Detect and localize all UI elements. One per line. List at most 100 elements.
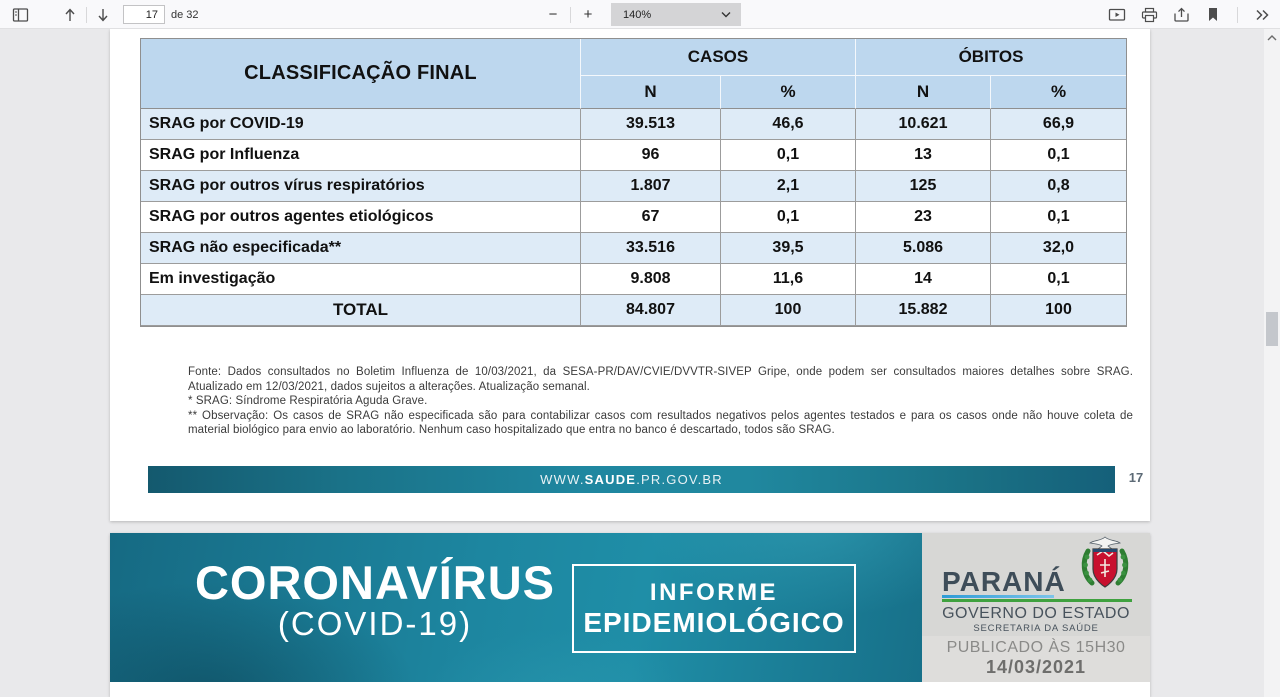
table-cell: 0,1 — [991, 202, 1126, 233]
toolbar-divider — [570, 6, 571, 23]
save-icon — [1173, 7, 1189, 22]
table-cell: 67 — [581, 202, 721, 233]
scrollbar-up-button[interactable] — [1264, 31, 1280, 45]
pdf-page-18: CORONAVÍRUS (COVID-19) INFORME EPIDEMIOL… — [110, 533, 1150, 697]
table-cell: 10.621 — [856, 109, 991, 140]
table-header-casos-pct: % — [721, 76, 856, 109]
parana-green-underline — [942, 599, 1132, 602]
caret-up-icon — [1267, 35, 1277, 41]
arrow-down-icon — [98, 8, 108, 21]
arrow-up-icon — [65, 8, 75, 21]
pdf-content-area: CLASSIFICAÇÃO FINAL CASOS ÓBITOS N % N %… — [0, 29, 1264, 697]
table-header-casos: CASOS — [581, 39, 856, 76]
table-cell: 125 — [856, 171, 991, 202]
footnote-srag: * SRAG: Síndrome Respiratória Aguda Grav… — [188, 395, 428, 407]
zoom-level-select[interactable]: 140% — [611, 3, 741, 26]
table-row-label: SRAG por outros vírus respiratórios — [141, 171, 581, 202]
zoom-out-button[interactable]: − — [548, 6, 558, 23]
table-cell: 46,6 — [721, 109, 856, 140]
website-url-bold: SAUDE — [584, 472, 637, 487]
table-cell: 14 — [856, 264, 991, 295]
page-count-label: de 32 — [171, 8, 199, 21]
table-total-cell: 15.882 — [856, 295, 991, 326]
table-row-label: SRAG por Influenza — [141, 140, 581, 171]
coronavirus-banner: CORONAVÍRUS (COVID-19) INFORME EPIDEMIOL… — [110, 533, 1150, 682]
table-cell: 0,1 — [721, 140, 856, 171]
more-tools-button[interactable] — [1250, 3, 1274, 27]
document-page-number: 17 — [1128, 470, 1144, 485]
table-cell: 39,5 — [721, 233, 856, 264]
bookmark-button[interactable] — [1201, 3, 1225, 27]
table-cell: 0,1 — [991, 264, 1126, 295]
website-url-suffix: .PR.GOV.BR — [636, 472, 723, 487]
zoom-in-button[interactable]: + — [583, 6, 593, 23]
informe-epidemiologico-box: INFORME EPIDEMIOLÓGICO — [572, 564, 856, 653]
page-number-input[interactable] — [123, 5, 165, 24]
secretaria-da-saude-label: SECRETARIA DA SAÚDE — [973, 623, 1099, 634]
table-cell: 0,1 — [721, 202, 856, 233]
print-button[interactable] — [1137, 3, 1161, 27]
table-row-label: Em investigação — [141, 264, 581, 295]
table-row-label: SRAG por outros agentes etiológicos — [141, 202, 581, 233]
table-header-casos-n: N — [581, 76, 721, 109]
table-row-label: SRAG por COVID-19 — [141, 109, 581, 140]
toolbar-divider — [86, 6, 87, 23]
table-cell: 23 — [856, 202, 991, 233]
parana-coat-of-arms-icon — [1081, 536, 1129, 588]
footnote-fonte: Fonte: Dados consultados no Boletim Infl… — [188, 366, 1133, 393]
website-url-prefix: WWW. — [540, 472, 585, 487]
table-total-cell: 84.807 — [581, 295, 721, 326]
table-cell: 5.086 — [856, 233, 991, 264]
previous-page-button[interactable] — [58, 3, 82, 27]
table-cell: 66,9 — [991, 109, 1126, 140]
table-header-obitos-n: N — [856, 76, 991, 109]
table-cell: 1.807 — [581, 171, 721, 202]
footnotes: Fonte: Dados consultados no Boletim Infl… — [188, 365, 1133, 438]
vertical-scrollbar[interactable] — [1264, 29, 1280, 697]
governo-do-estado-label: GOVERNO DO ESTADO — [942, 605, 1130, 622]
banner-box-line1: INFORME — [649, 578, 779, 606]
parana-wordmark: PARANÁ — [942, 566, 1066, 597]
table-cell: 33.516 — [581, 233, 721, 264]
presentation-icon — [1108, 8, 1126, 21]
banner-title: CORONAVÍRUS — [194, 556, 556, 609]
chevron-down-icon — [721, 12, 731, 18]
banner-teal-background: CORONAVÍRUS (COVID-19) INFORME EPIDEMIOL… — [110, 533, 922, 682]
website-footer-strip: WWW.SAUDE.PR.GOV.BR — [148, 466, 1115, 493]
table-cell: 96 — [581, 140, 721, 171]
banner-box-line2: EPIDEMIOLÓGICO — [583, 606, 845, 638]
parana-government-panel: PARANÁ GOVERNO DO ESTADO SECRETARIA DA S… — [922, 533, 1150, 682]
published-date-label: 14/03/2021 — [985, 657, 1087, 677]
pdf-toolbar: de 32 − + 140% — [0, 0, 1280, 29]
scrollbar-thumb[interactable] — [1266, 312, 1278, 346]
table-cell: 39.513 — [581, 109, 721, 140]
toolbar-divider — [1237, 6, 1238, 23]
zoom-level-value: 140% — [623, 8, 652, 21]
footnote-observacao: ** Observação: Os casos de SRAG não espe… — [188, 409, 1133, 437]
table-cell: 32,0 — [991, 233, 1126, 264]
table-row-label: SRAG não especificada** — [141, 233, 581, 264]
table-header-obitos-pct: % — [991, 76, 1126, 109]
published-time-label: PUBLICADO ÀS 15H30 — [946, 639, 1126, 656]
table-total-cell: 100 — [991, 295, 1126, 326]
double-chevron-right-icon — [1255, 9, 1269, 20]
bookmark-icon — [1209, 8, 1217, 21]
sidebar-toggle-button[interactable] — [8, 3, 32, 27]
parana-blue-underline — [942, 595, 1054, 598]
table-total-label: TOTAL — [141, 295, 581, 326]
table-cell: 0,8 — [991, 171, 1126, 202]
next-page-button[interactable] — [91, 3, 115, 27]
table-cell: 11,6 — [721, 264, 856, 295]
published-band — [922, 636, 1150, 682]
table-cell: 0,1 — [991, 140, 1126, 171]
presentation-mode-button[interactable] — [1105, 3, 1129, 27]
table-total-cell: 100 — [721, 295, 856, 326]
pdf-page-17: CLASSIFICAÇÃO FINAL CASOS ÓBITOS N % N %… — [110, 29, 1150, 521]
table-cell: 9.808 — [581, 264, 721, 295]
table-cell: 13 — [856, 140, 991, 171]
printer-icon — [1141, 7, 1157, 22]
classification-table: CLASSIFICAÇÃO FINAL CASOS ÓBITOS N % N %… — [140, 38, 1127, 327]
sidebar-icon — [12, 7, 28, 22]
table-header-classification: CLASSIFICAÇÃO FINAL — [141, 39, 581, 109]
save-button[interactable] — [1169, 3, 1193, 27]
